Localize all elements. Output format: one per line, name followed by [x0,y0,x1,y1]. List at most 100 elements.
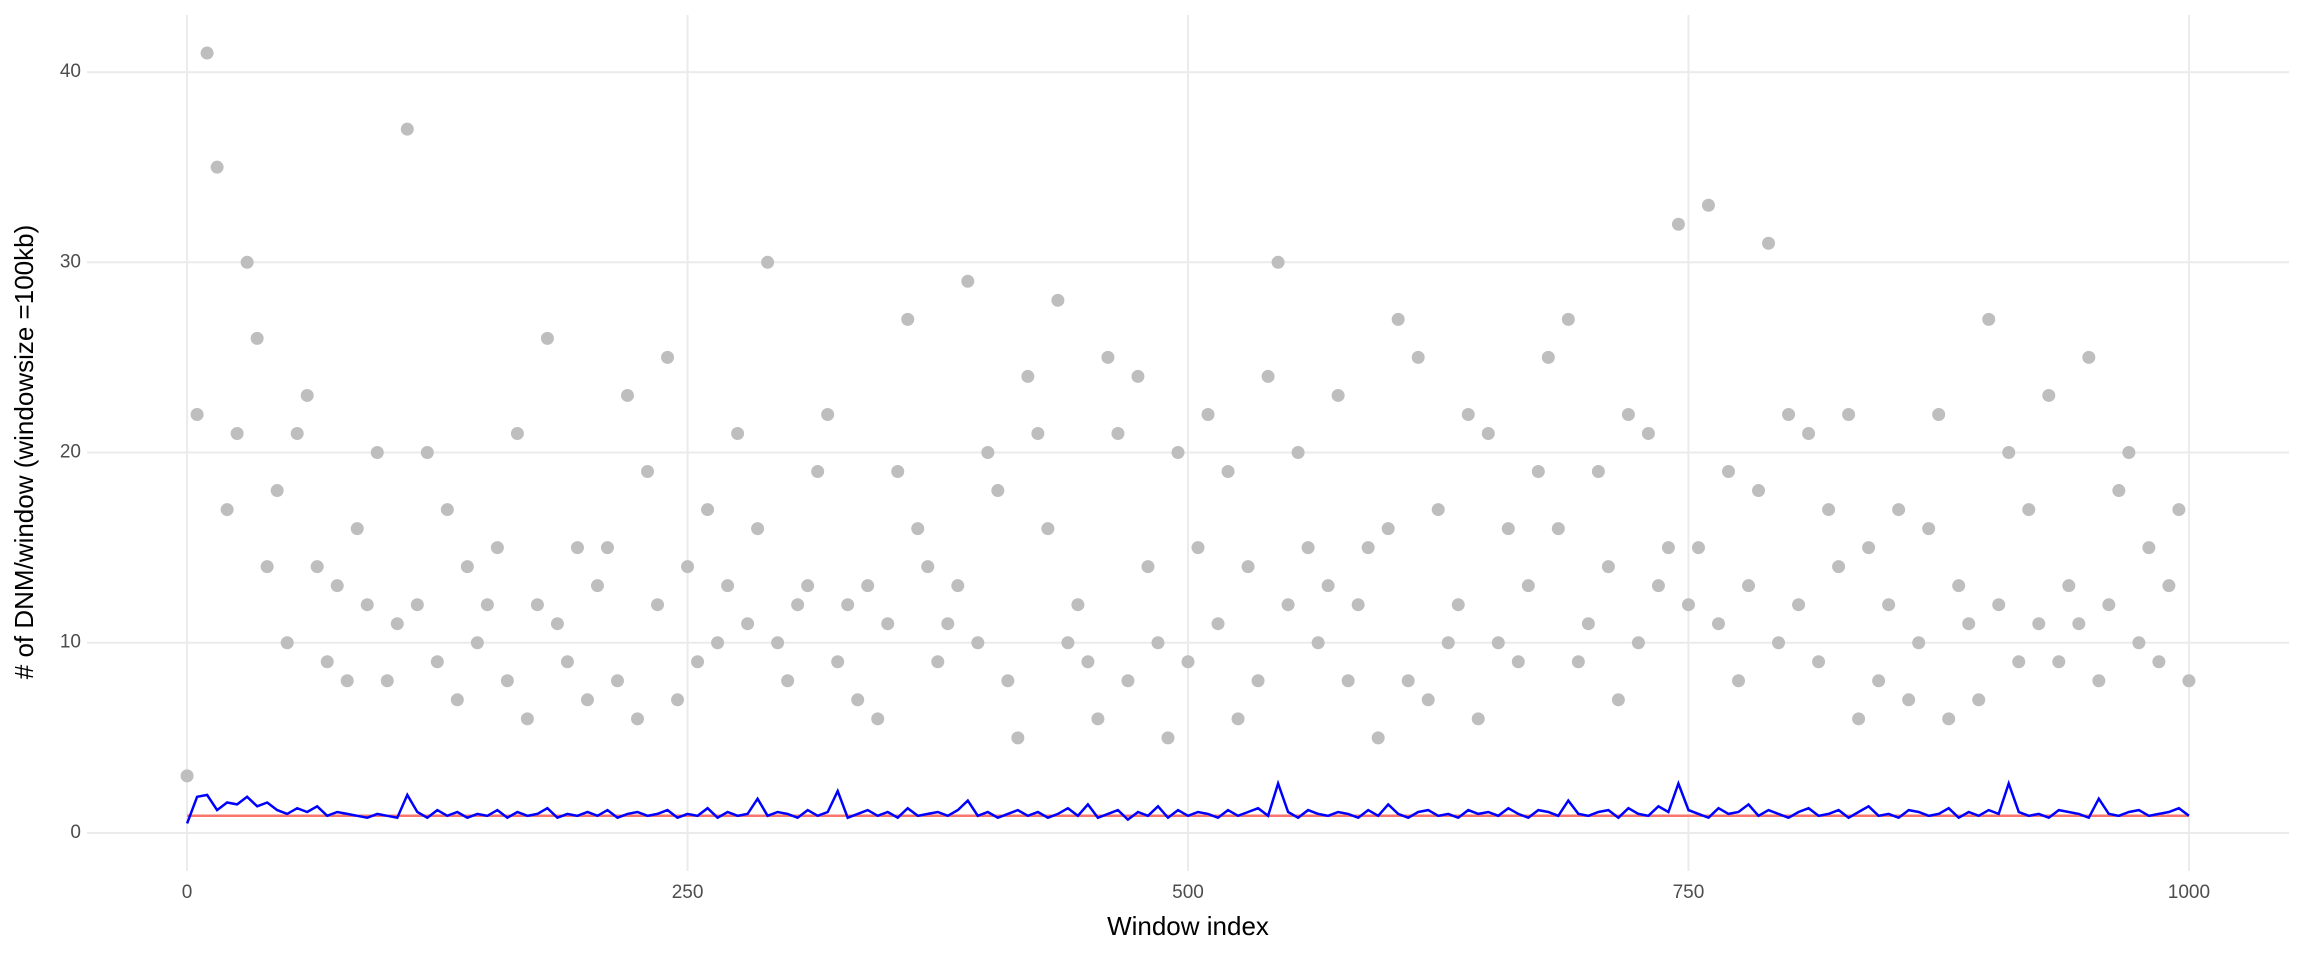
data-point [1061,636,1075,650]
data-point [2132,636,2146,650]
data-point [1641,426,1655,440]
data-point [220,503,234,517]
data-point [1111,426,1125,440]
data-point [2032,617,2046,631]
data-point [1471,712,1485,726]
data-point [721,579,735,593]
y-tick-label: 40 [60,61,81,82]
data-point [560,655,574,669]
data-point [1201,407,1215,421]
data-point [1581,617,1595,631]
data-point [1591,465,1605,479]
data-point [1742,579,1756,593]
data-point [460,560,474,574]
data-point [1251,674,1265,688]
data-point [540,331,554,345]
data-point [2052,655,2066,669]
data-point [1631,636,1645,650]
data-point [480,598,494,612]
data-point [801,579,815,593]
data-point [290,426,304,440]
data-point [1521,579,1535,593]
x-tick-label: 250 [672,882,704,903]
data-point [1611,693,1625,707]
data-point [1721,465,1735,479]
data-point [1011,731,1025,745]
data-point [891,465,905,479]
data-point [791,598,805,612]
y-axis-title: # of DNM/window (windowsize =100kb) [9,225,39,679]
data-point [1141,560,1155,574]
data-point [2142,541,2156,555]
data-point [1001,674,1015,688]
data-point [1361,541,1375,555]
data-point [901,312,915,326]
data-point [1992,598,2006,612]
data-point [380,674,394,688]
data-point [1691,541,1705,555]
data-point [751,522,765,536]
data-point [1852,712,1866,726]
data-point [400,122,414,136]
data-point [1221,465,1235,479]
data-point [350,522,364,536]
data-point [1802,426,1816,440]
data-point [360,598,374,612]
data-point [1501,522,1515,536]
data-point [1862,541,1876,555]
data-point [310,560,324,574]
data-point [1441,636,1455,650]
data-point [1261,369,1275,383]
x-tick-label: 750 [1673,882,1705,903]
data-point [250,331,264,345]
data-point [210,160,224,174]
data-point [2182,674,2196,688]
data-point [1171,446,1185,460]
data-point [590,579,604,593]
data-point [861,579,875,593]
data-point [420,446,434,460]
data-point [1772,636,1786,650]
data-point [340,674,354,688]
data-point [811,465,825,479]
data-point [1031,426,1045,440]
data-point [781,674,795,688]
data-point [1301,541,1315,555]
data-point [530,598,544,612]
data-point [1051,293,1065,307]
data-point [1391,312,1405,326]
data-point [2082,350,2096,364]
data-point [1932,407,1946,421]
data-point [1812,655,1826,669]
data-point [691,655,705,669]
data-point [2042,388,2056,402]
data-point [761,255,775,269]
data-point [1571,655,1585,669]
data-point [520,712,534,726]
x-axis-title: Window index [1107,911,1269,941]
data-point [620,388,634,402]
data-point [1982,312,1996,326]
data-point [1872,674,1886,688]
data-point [410,598,424,612]
data-point [1762,236,1776,250]
data-point [1241,560,1255,574]
data-point [931,655,945,669]
data-point [2002,446,2016,460]
data-point [1281,598,1295,612]
data-point [1752,484,1766,498]
data-point [1121,674,1135,688]
x-tick-label: 1000 [2168,882,2210,903]
data-point [961,274,975,288]
data-point [2152,655,2166,669]
data-point [2062,579,2076,593]
data-point [1671,217,1685,231]
x-tick-label: 0 [182,882,193,903]
data-point [1701,198,1715,212]
data-point [631,712,644,726]
data-point [2112,484,2126,498]
data-point [1661,541,1675,555]
data-point [951,579,965,593]
data-point [1451,598,1465,612]
data-point [1021,369,1035,383]
